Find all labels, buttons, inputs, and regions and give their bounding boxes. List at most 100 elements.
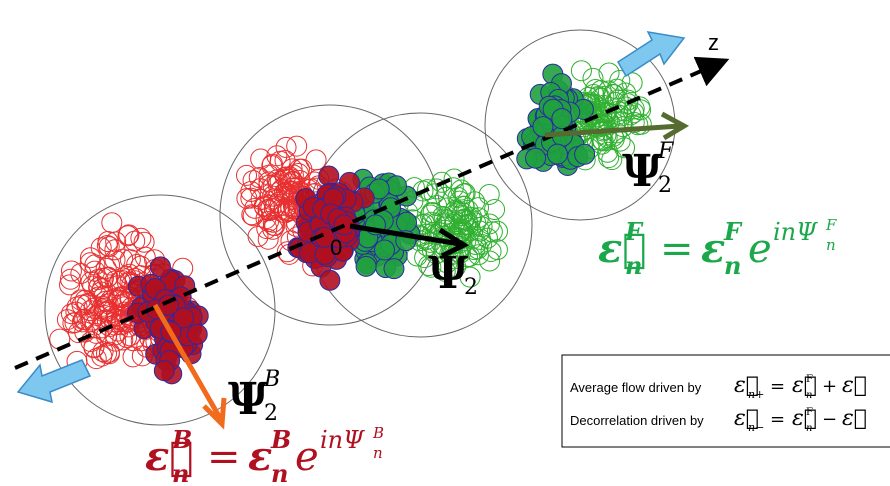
spectator-nucleon [264, 195, 286, 217]
spectator-nucleon [105, 231, 127, 253]
spectator-nucleon [111, 287, 133, 309]
spectator-nucleon [420, 256, 442, 278]
formula-sup: B [270, 425, 291, 454]
formula-exponent: inΨ [773, 218, 818, 246]
legend-term: ε⃗ [842, 373, 867, 398]
spectator-nucleon [56, 309, 78, 331]
spectator-nucleon [597, 80, 619, 102]
spectator-nucleon [275, 136, 297, 158]
spectator-nucleon [105, 330, 127, 352]
spectator-nucleon [60, 303, 82, 325]
spectator-nucleon [104, 249, 126, 271]
spectator-nucleon [449, 190, 471, 212]
spectator-nucleon [459, 266, 481, 288]
spectator-nucleon [471, 234, 493, 256]
spectator-nucleon [65, 301, 87, 323]
psi-sup: B [263, 367, 280, 392]
spectator-nucleon [122, 346, 144, 368]
spectator-nucleon [481, 221, 503, 243]
legend-term: ε⃗ [792, 373, 817, 398]
formula-sup: F [723, 217, 743, 246]
formula-sub: n [172, 459, 189, 486]
legend-equals: = [770, 376, 785, 397]
participant-nucleon [386, 175, 408, 197]
formula-sup: B [171, 425, 192, 454]
spectator-nucleon [236, 164, 258, 186]
backward-plane-arrow [152, 303, 223, 420]
spectator-nucleon [85, 348, 107, 370]
spectator-nucleon [609, 70, 631, 92]
spectator-nucleon [443, 213, 465, 235]
forward-plane-arrow [544, 123, 681, 138]
spectator-nucleon [112, 329, 134, 351]
spectator-nucleon [281, 158, 303, 180]
participant-nucleon [374, 239, 396, 261]
psi-sub: 2 [658, 173, 672, 198]
formula-vector: ε⃗ [145, 433, 193, 480]
backward-direction-arrow [16, 359, 92, 404]
formula-exp-base: e [295, 434, 319, 480]
formula-equals: = [207, 434, 241, 480]
spectator-nucleon [431, 171, 453, 193]
spectator-nucleon [124, 230, 146, 252]
participant-nucleon [153, 360, 175, 382]
formula-exponent: inΨ [320, 426, 365, 454]
participant-nucleon [574, 143, 596, 165]
spectator-nucleon [453, 183, 475, 205]
spectator-nucleon [570, 60, 592, 82]
spectator-nucleon [95, 257, 117, 279]
legend-operator: + [822, 376, 837, 397]
spectator-nucleon [606, 78, 628, 100]
spectator-nucleon [90, 281, 112, 303]
legend-text: Average flow driven by [570, 380, 702, 395]
spectator-nucleon [257, 210, 279, 232]
spectator-nucleon [467, 207, 489, 229]
spectator-nucleon [305, 149, 327, 171]
legend-sup: F [806, 374, 813, 385]
spectator-nucleon [459, 245, 481, 267]
psi-symbol: Ψ [622, 146, 662, 197]
spectator-nucleon [93, 301, 115, 323]
spectator-nucleon [464, 191, 486, 213]
spectator-nucleon [596, 126, 618, 148]
spectator-nucleon [126, 254, 148, 276]
participant-nucleon [551, 108, 573, 130]
spectator-nucleon [602, 83, 624, 105]
spectator-nucleon [261, 153, 283, 175]
spectator-nucleon [601, 149, 623, 171]
spectator-nucleon [242, 170, 264, 192]
spectator-nucleon [93, 297, 115, 319]
mid-plane-arrowhead [438, 227, 470, 259]
spectator-nucleon [282, 164, 304, 186]
psi-sub: 2 [264, 401, 278, 426]
spectator-nucleon [130, 227, 152, 249]
psi-symbol: Ψ [228, 374, 268, 425]
spectator-nucleon [96, 267, 118, 289]
formula-exp-base: e [748, 226, 772, 272]
forward-direction-arrow [616, 31, 686, 78]
participant-nucleon [546, 143, 568, 165]
spectator-nucleon [97, 293, 119, 315]
spectator-nucleon [487, 220, 509, 242]
legend-sup: F [806, 407, 813, 418]
participant-nucleon [172, 307, 194, 329]
formula-exp-sup: F [825, 216, 837, 234]
legend-term: ε⃗ [842, 406, 867, 431]
spectator-nucleon [597, 141, 619, 163]
legend-symbol: ε⃗ [734, 406, 759, 431]
spectator-nucleon [434, 260, 456, 282]
spectator-nucleon [74, 308, 96, 330]
spectator-nucleon [432, 205, 454, 227]
spectator-nucleon [454, 214, 476, 236]
spectator-nucleon [591, 133, 613, 155]
spectator-nucleon [98, 236, 120, 258]
legend-equals: = [770, 409, 785, 430]
participant-nucleon [355, 255, 377, 277]
spectator-nucleon [620, 104, 642, 126]
spectator-nucleon [443, 168, 465, 190]
spectator-nucleon [60, 260, 82, 282]
spectator-nucleon [464, 239, 486, 261]
legend-sub: n− [748, 421, 764, 434]
